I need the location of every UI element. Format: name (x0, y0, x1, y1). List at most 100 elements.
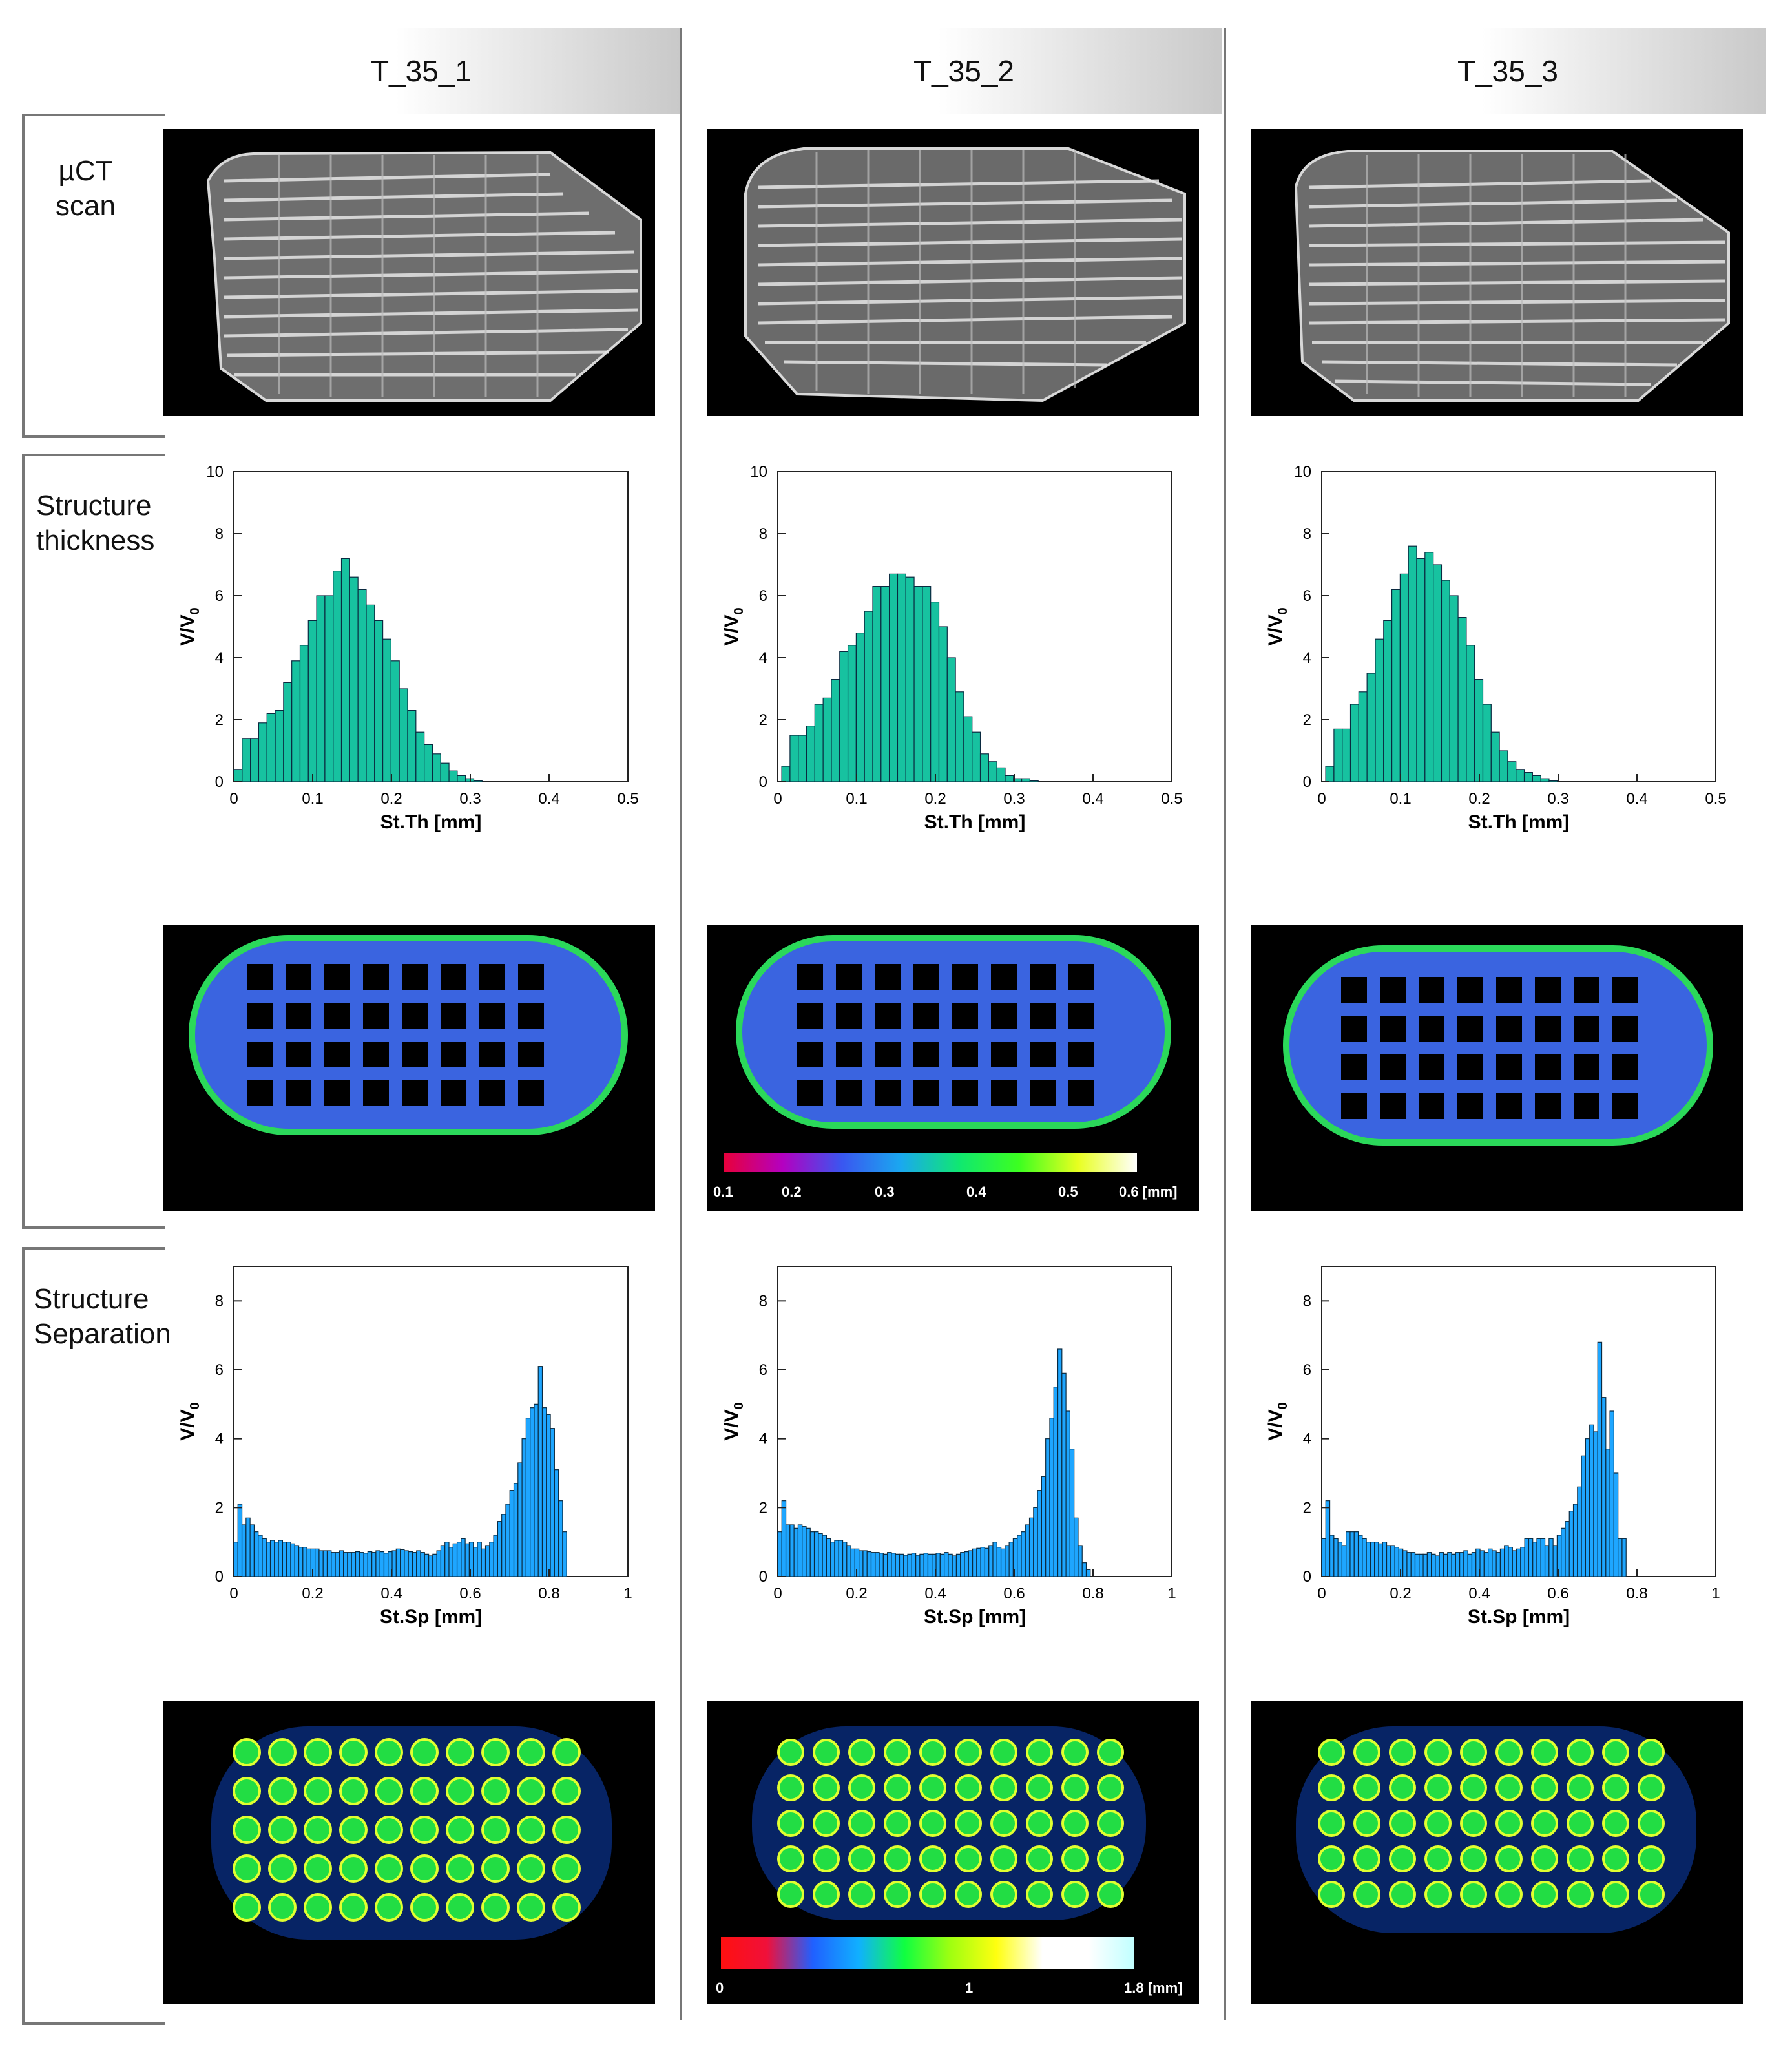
y-tick-label: 4 (759, 1430, 767, 1448)
scaffold-render (1294, 150, 1730, 402)
histogram-bar (1408, 545, 1417, 782)
y-axis-label-subscript: 0 (732, 1402, 746, 1409)
x-tick-label: 1 (1167, 1585, 1176, 1602)
histogram-bar (793, 1527, 799, 1577)
histogram-bar (1382, 1542, 1388, 1577)
y-tick-label: 0 (215, 1568, 224, 1586)
column-header-1: T_35_1 (163, 28, 680, 114)
y-axis-label: V/V0 (1265, 1402, 1290, 1440)
histogram-bar (1443, 1553, 1448, 1577)
histogram-bar (399, 688, 408, 782)
histogram-bar (880, 586, 890, 782)
histogram-bar (416, 1550, 421, 1577)
histogram-bar (870, 1552, 876, 1577)
histogram-bar (887, 1552, 892, 1577)
histogram-bar (484, 1545, 490, 1577)
histogram-bar (935, 1553, 941, 1577)
histogram-bar (407, 710, 417, 782)
histogram-bar (1065, 1410, 1070, 1577)
histogram-bar (1346, 1531, 1351, 1577)
histogram-bar (923, 1553, 929, 1577)
histogram-bar (298, 1547, 304, 1577)
histogram-bar (875, 1552, 880, 1577)
histogram-bar (838, 1540, 844, 1577)
y-axis-label: V/V0 (721, 607, 746, 645)
histogram-bar (1536, 1538, 1541, 1577)
y-tick-label: 8 (1303, 525, 1311, 543)
histogram-bar (1402, 1550, 1408, 1577)
x-tick-label: 0.1 (1390, 790, 1411, 808)
histogram-bar (866, 1551, 872, 1577)
histogram-bar (1441, 580, 1450, 782)
histogram-bar (461, 1538, 466, 1577)
y-tick-label: 8 (215, 525, 224, 543)
histogram-bar (839, 651, 849, 782)
histogram-bar (291, 660, 301, 782)
histogram-bar (1540, 778, 1550, 782)
histogram-bar (1025, 1524, 1030, 1577)
x-tick-label: 0.2 (380, 790, 402, 808)
histogram-bar (432, 753, 441, 782)
colorbar-label: 1 (965, 1980, 974, 1996)
column-header-3: T_35_3 (1249, 28, 1766, 114)
histogram-bar (1457, 617, 1467, 782)
column-title: T_35_1 (370, 54, 472, 88)
y-tick-label: 8 (759, 1292, 767, 1310)
histogram-bar (847, 645, 857, 782)
histogram-bar (1463, 1550, 1468, 1577)
histogram-bar (948, 1553, 953, 1577)
row-box-thickness (22, 454, 165, 1229)
histogram-bar (324, 595, 334, 782)
histogram-bar (400, 1549, 405, 1577)
histogram-bar (266, 713, 276, 782)
histogram-bar (250, 738, 260, 782)
histogram-bar (813, 1531, 819, 1577)
histogram-bar (1005, 1545, 1010, 1577)
histogram-bar (525, 1418, 531, 1577)
histogram-bar (440, 762, 450, 782)
x-tick-label: 0.4 (1626, 790, 1647, 808)
histogram-bar (1374, 1542, 1379, 1577)
histogram-bar (541, 1407, 547, 1577)
histogram-bar (1390, 1545, 1395, 1577)
histogram-bar (927, 1553, 933, 1577)
histogram-bar (481, 1548, 486, 1577)
histogram-bar (1565, 1521, 1570, 1577)
histogram-bar (1523, 772, 1533, 782)
colorbar-label: 0.2 (782, 1184, 802, 1200)
x-tick-label: 0.2 (846, 1585, 867, 1602)
histogram-bar (1033, 1507, 1038, 1577)
y-axis-label-subscript: 0 (1276, 607, 1290, 614)
colorbar-label: 0.1 (713, 1184, 733, 1200)
x-tick-label: 0.4 (1468, 1585, 1490, 1602)
separation-map-render (211, 1726, 612, 1940)
histogram-bar (448, 770, 458, 782)
y-tick-label: 4 (1303, 1430, 1311, 1448)
histogram-bar (339, 1550, 344, 1577)
histogram-bar (456, 1542, 462, 1577)
histogram-bar (497, 1521, 503, 1577)
histogram-bar (554, 1469, 559, 1577)
scaffold-render (744, 147, 1186, 403)
histogram-bar (955, 691, 964, 782)
histogram-bar (903, 1555, 908, 1577)
histogram-bar (1449, 595, 1459, 782)
histogram-bar (326, 1550, 332, 1577)
histogram-bar (1399, 573, 1409, 782)
histogram-bar (1037, 1490, 1042, 1577)
histogram-bar (814, 704, 824, 782)
histogram-bar (1366, 1542, 1371, 1577)
histogram-bar (1378, 1543, 1383, 1577)
histogram-bar (1061, 1372, 1067, 1577)
histogram-bar (988, 1545, 994, 1577)
histogram-bar (1459, 1552, 1464, 1577)
histogram-bar (955, 1553, 961, 1577)
x-tick-label: 0.5 (1705, 790, 1726, 808)
x-tick-label: 0.8 (1082, 1585, 1103, 1602)
x-tick-label: 0.4 (1082, 790, 1103, 808)
thickness-map-1 (163, 925, 655, 1211)
histogram-bar (822, 697, 832, 782)
histogram-bar (850, 1548, 855, 1577)
histogram-bar (1366, 673, 1376, 782)
